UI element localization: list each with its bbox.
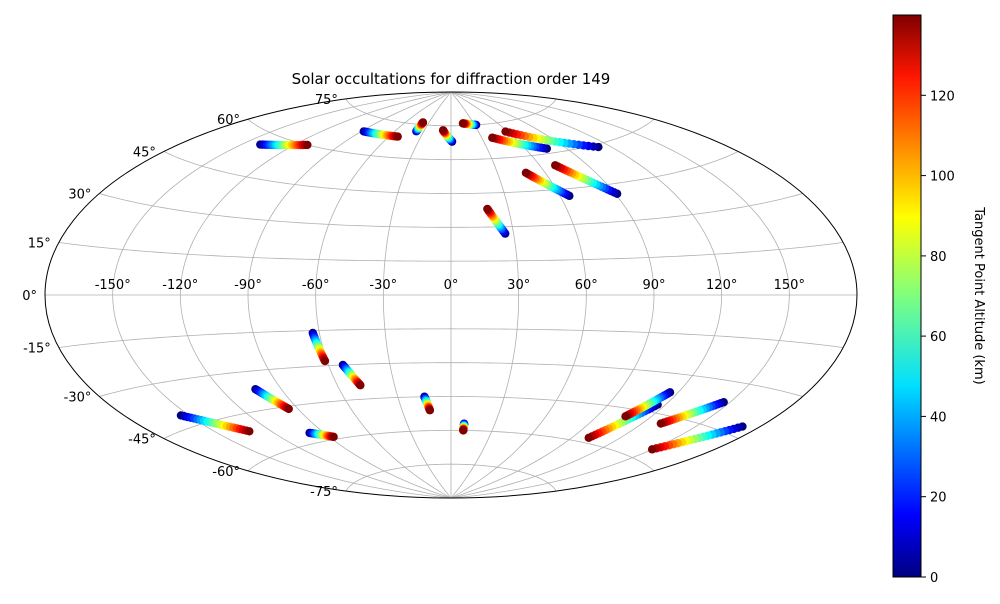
lon-tick-label: 60° [575, 278, 598, 293]
data-point [501, 127, 510, 136]
data-point [425, 406, 435, 415]
lon-tick-label: 120° [706, 278, 737, 293]
data-point [418, 118, 428, 127]
colorbar-tick-label: 0 [930, 571, 938, 586]
lon-tick-label: 90° [642, 278, 665, 293]
parallel-line [58, 328, 844, 348]
lat-tick-label: 30° [68, 188, 91, 203]
colorbar-tick-label: 60 [930, 330, 947, 345]
parallel-line [345, 98, 557, 127]
lat-tick-label: -30° [64, 391, 92, 406]
data-point [284, 404, 293, 414]
lat-tick-label: 75° [315, 93, 338, 108]
colorbar-tick-label: 20 [930, 491, 947, 506]
lon-tick-label: -60° [302, 278, 330, 293]
map-boundary [44, 91, 858, 499]
occultation-points-layer [176, 118, 747, 454]
parallel-line [247, 429, 655, 472]
data-point [459, 426, 468, 435]
parallel-line [345, 463, 557, 492]
lat-tick-label: -75° [310, 485, 338, 500]
lat-tick-label: 45° [133, 146, 156, 161]
parallel-line [58, 242, 844, 262]
parallel-line [99, 193, 803, 228]
lat-tick-label: 0° [22, 289, 37, 304]
graticule-layer [45, 91, 857, 499]
lon-tick-label: -150° [95, 278, 131, 293]
chart-title: Solar occultations for diffraction order… [292, 70, 611, 88]
parallel-line [163, 151, 739, 194]
lat-tick-label: 15° [28, 237, 51, 252]
lon-tick-label: 0° [444, 278, 459, 293]
tick-labels-layer: -150° -120° -90° -60° -30° 0° 30° 60° 90° 120° 150… [22, 93, 805, 500]
lat-tick-label: -15° [23, 342, 51, 357]
colorbar: 0 20 40 60 80 100 120 Tangent Point Altitude (… [892, 14, 986, 586]
lat-tick-label: -45° [128, 433, 156, 448]
data-point [483, 204, 492, 214]
lon-tick-label: -30° [369, 278, 397, 293]
colorbar-tick-label: 80 [930, 250, 947, 265]
lon-tick-label: -120° [162, 278, 198, 293]
parallel-line [99, 362, 803, 397]
data-point [329, 432, 338, 442]
colorbar-tick-label: 120 [930, 89, 955, 104]
data-point [521, 168, 531, 178]
colorbar-tick-label: 100 [930, 170, 955, 185]
data-point [320, 356, 330, 366]
data-point [245, 427, 254, 436]
lat-tick-label: 60° [217, 113, 240, 128]
colorbar-gradient [892, 14, 922, 578]
data-point [393, 132, 402, 141]
data-point [551, 161, 560, 170]
data-point [647, 445, 657, 454]
data-point [621, 412, 630, 421]
data-point [438, 126, 448, 135]
colorbar-ticks: 0 20 40 60 80 100 120 [921, 89, 955, 586]
data-point [458, 119, 468, 128]
parallel-line [163, 396, 739, 439]
data-point [356, 381, 365, 390]
colorbar-tick-label: 40 [930, 410, 947, 425]
colorbar-label: Tangent Point Altitude (km) [971, 206, 986, 384]
lon-tick-label: 30° [507, 278, 530, 293]
data-point [656, 419, 666, 428]
data-point [488, 133, 497, 142]
lat-tick-label: -60° [212, 465, 240, 480]
lon-tick-label: 150° [774, 278, 805, 293]
data-point [584, 433, 593, 443]
lon-tick-label: -90° [234, 278, 262, 293]
data-point [303, 140, 312, 150]
